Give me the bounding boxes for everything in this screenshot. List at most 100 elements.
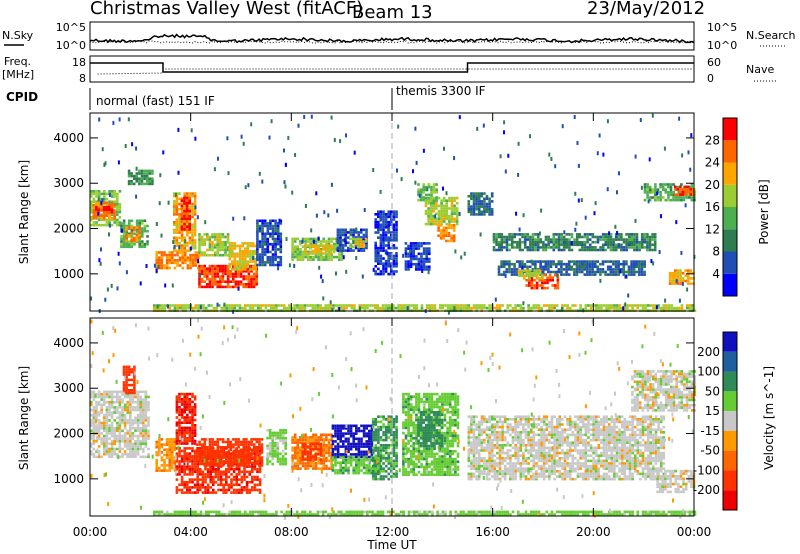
velocity-cell (213, 456, 217, 459)
power-cell (246, 304, 250, 307)
power-cell (452, 234, 456, 237)
power-cell (407, 252, 410, 256)
power-cell (612, 273, 615, 276)
power-cell (236, 265, 239, 269)
power-cell (508, 262, 511, 266)
power-cell (100, 217, 103, 220)
velocity-cell (131, 419, 135, 422)
power-cell (219, 267, 222, 270)
power-cell (251, 244, 255, 248)
power-cell (553, 306, 556, 310)
power-cell (193, 244, 197, 247)
velocity-cell (211, 448, 214, 452)
power-cell (620, 235, 623, 239)
power-cell (173, 231, 176, 234)
power-cell (259, 304, 263, 307)
power-cell (138, 245, 141, 249)
velocity-cell (191, 480, 194, 484)
power-cell (173, 239, 176, 242)
power-cell (379, 259, 383, 263)
power-cell (347, 249, 350, 252)
power-cell (586, 240, 589, 244)
velocity-cell (129, 450, 132, 453)
power-cell (101, 198, 104, 203)
velocity-cell (217, 488, 220, 492)
velocity-cell (126, 400, 129, 404)
power-cell (687, 277, 690, 280)
power-cell (544, 262, 548, 266)
power-cell (186, 231, 189, 234)
power-cell (127, 172, 131, 175)
power-cell (516, 246, 519, 249)
velocity-cell (222, 483, 225, 487)
power-cell (279, 261, 283, 264)
power-cell (171, 259, 174, 262)
power-cell (344, 238, 347, 242)
velocity-cell (129, 432, 132, 435)
power-cell (90, 200, 93, 203)
power-cell (183, 209, 186, 213)
power-cell (178, 241, 181, 245)
power-cell (428, 306, 432, 310)
power-cell (552, 233, 556, 236)
velocity-cell (175, 437, 179, 440)
power-cell (387, 223, 390, 226)
velocity-cell (97, 393, 101, 396)
power-cell (679, 279, 682, 283)
power-cell (239, 275, 243, 278)
power-cell (424, 196, 428, 200)
power-cell (538, 271, 542, 275)
velocity-cell (131, 400, 135, 404)
power-cell (384, 304, 387, 307)
power-cell (477, 200, 481, 203)
power-cell (521, 248, 524, 252)
power-cell (118, 208, 122, 211)
power-cell (384, 262, 388, 265)
power-cell (143, 245, 147, 249)
power-cell (228, 265, 231, 269)
power-cell (445, 222, 449, 226)
power-cell (247, 272, 251, 276)
power-cell (374, 220, 377, 224)
power-cell (663, 146, 666, 151)
power-cell (630, 268, 633, 271)
power-cell (612, 238, 615, 241)
velocity-cell (134, 395, 137, 399)
power-cell (651, 238, 654, 241)
power-cell (594, 240, 597, 244)
power-cell (130, 235, 134, 238)
power-cell (108, 218, 111, 222)
power-cell (171, 283, 174, 288)
power-cell (231, 262, 234, 266)
power-cell (241, 262, 244, 266)
power-cell (116, 286, 119, 291)
power-cell (675, 279, 678, 284)
power-cell (306, 240, 310, 243)
velocity-cell (90, 421, 93, 425)
power-cell (224, 235, 227, 239)
power-cell (679, 185, 682, 189)
power-cell (247, 267, 251, 270)
power-cell (279, 240, 283, 243)
power-cell (442, 215, 446, 218)
velocity-cell (168, 443, 171, 446)
velocity-cell (129, 416, 132, 420)
colorbar-tick-label: 16 (705, 200, 720, 214)
power-cell (541, 260, 545, 263)
power-cell (224, 253, 227, 257)
velocity-cell (171, 456, 174, 459)
velocity-cell (129, 395, 132, 399)
power-cell (544, 265, 548, 269)
power-cell (301, 306, 304, 310)
velocity-cell (251, 486, 254, 489)
power-cell (200, 267, 204, 270)
power-cell (92, 192, 96, 196)
power-cell (110, 195, 114, 198)
power-cell (365, 246, 368, 250)
velocity-cell (97, 419, 101, 422)
velocity-cell (253, 454, 257, 458)
power-cell (208, 272, 212, 276)
power-cell (269, 255, 272, 259)
power-cell (671, 279, 674, 283)
